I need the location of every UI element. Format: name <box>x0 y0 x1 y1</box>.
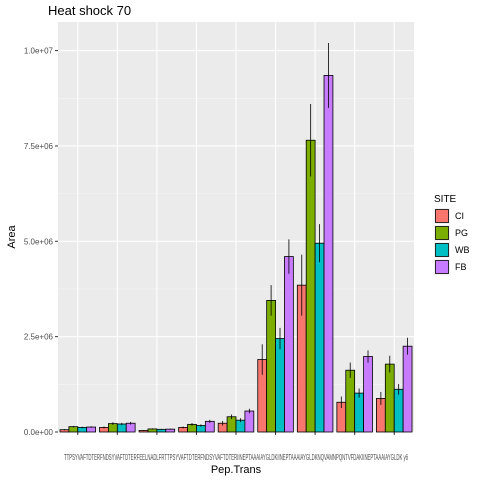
legend-swatch-pg <box>435 226 449 240</box>
y-tick-label: 2.5e+06 <box>24 333 54 342</box>
y-tick-label: 0.0e+00 <box>24 428 54 437</box>
legend-label-fb: FB <box>455 262 467 272</box>
legend-swatch-wb <box>435 243 449 257</box>
bar-wb <box>275 338 285 433</box>
legend-swatch-fb <box>435 260 449 274</box>
y-tick-label: 5.0e+06 <box>24 237 54 246</box>
x-axis-title: Pep.Trans <box>211 464 262 476</box>
bar-pg <box>266 300 276 433</box>
bar-pg <box>384 363 395 433</box>
bar-fb <box>363 356 373 433</box>
bar-pg <box>68 426 79 433</box>
legend-label-ci: CI <box>455 211 464 221</box>
y-axis-title: Area <box>6 225 18 249</box>
bar-wb <box>314 242 325 433</box>
legend-label-pg: PG <box>455 228 468 238</box>
bar-wb <box>116 423 127 433</box>
bar-fb <box>244 410 255 433</box>
bar-fb <box>323 74 334 433</box>
legend-label-wb: WB <box>455 245 470 255</box>
bar-pg <box>345 369 356 433</box>
bar-fb <box>204 420 215 433</box>
y-tick-label: 7.5e+06 <box>24 142 54 151</box>
bar-fb <box>284 256 294 433</box>
chart-title: Heat shock 70 <box>48 3 131 18</box>
legend: SITE CI PG WB FB <box>434 194 470 275</box>
bar-wb <box>393 388 404 433</box>
x-axis: TTPSYVAFTDTERFNDSYVAFTDTERFEELNADLFRTTPS… <box>64 453 408 462</box>
y-axis: 0.0e+00 2.5e+06 5.0e+06 7.5e+06 1.0e+07 <box>24 47 58 437</box>
legend-swatch-ci <box>435 209 449 223</box>
bar-pg <box>305 139 316 433</box>
bars <box>59 42 413 433</box>
y-tick-label: 1.0e+07 <box>24 47 54 56</box>
legend-title: SITE <box>434 194 457 205</box>
x-tick-labels: TTPSYVAFTDTERFNDSYVAFTDTERFEELNADLFRTTPS… <box>64 453 408 462</box>
bar-fb <box>402 345 413 433</box>
bar-wb <box>354 392 364 433</box>
